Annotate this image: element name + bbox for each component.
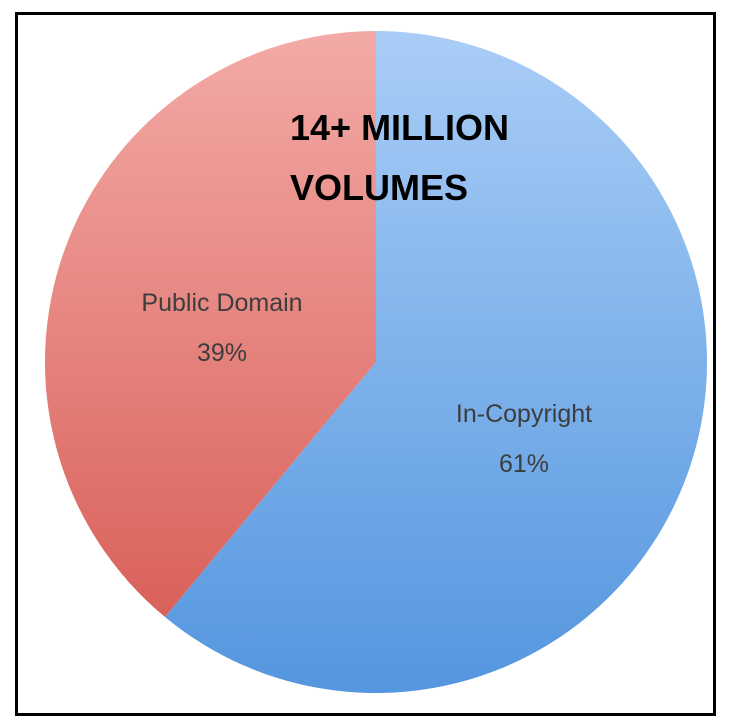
slice-value-in-copyright: 61% — [499, 450, 549, 478]
slice-value-public-domain: 39% — [197, 339, 247, 367]
slice-in-copyright — [165, 31, 707, 693]
slice-label-public-domain: Public Domain — [141, 289, 302, 317]
slice-label-in-copyright: In-Copyright — [456, 400, 592, 428]
slice-public-domain — [44, 31, 377, 618]
chart-title-line-1: 14+ MILLION — [290, 107, 509, 148]
chart-title-line-2: VOLUMES — [290, 167, 468, 208]
